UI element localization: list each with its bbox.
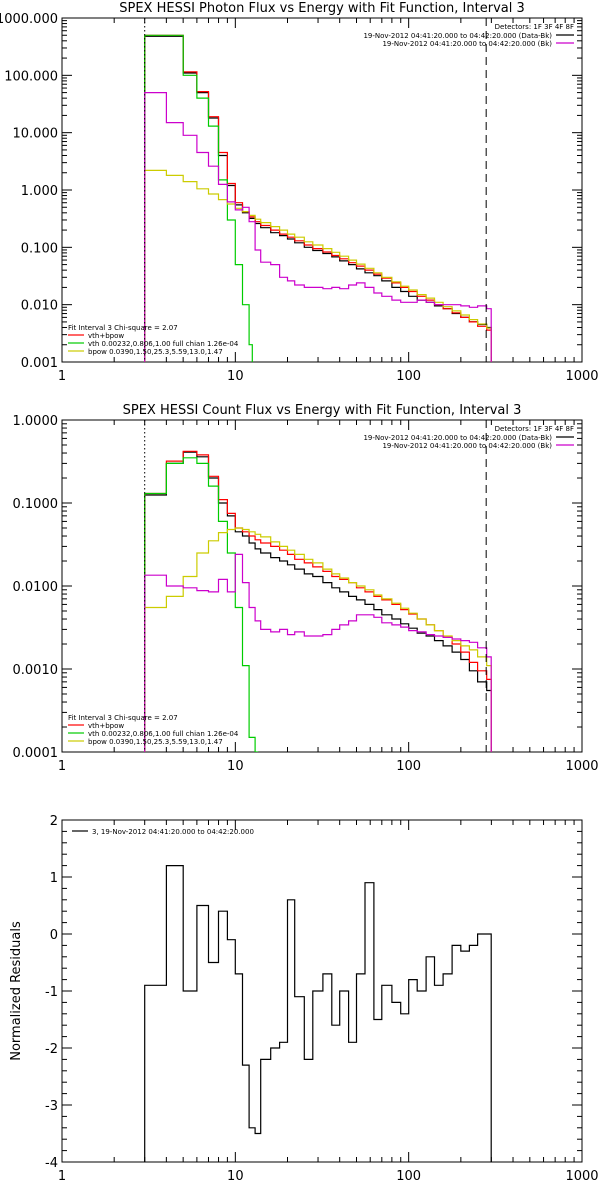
y-tick-label: 0.100: [21, 241, 58, 256]
x-tick-label: 100: [396, 759, 421, 774]
x-tick-label: 1000: [565, 369, 598, 384]
x-tick-label: 10: [227, 1169, 244, 1184]
chart-title: SPEX HESSI Count Flux vs Energy with Fit…: [123, 403, 522, 418]
series-1-line: [144, 451, 492, 752]
y-tick-label: -3: [45, 1099, 58, 1114]
y-tick-label: 0.0001: [13, 746, 59, 761]
legend-entry: 19-Nov-2012 04:41:20.000 to 04:42:20.000…: [363, 434, 552, 442]
y-tick-label: 0.0100: [13, 580, 59, 595]
y-tick-label: 0: [50, 928, 58, 943]
y-axis-label: Normalized Residuals: [9, 921, 24, 1061]
chart-2: SPEX HESSI Count Flux vs Energy with Fit…: [13, 403, 599, 774]
legend-entry: 19-Nov-2012 04:41:20.000 to 04:42:20.000…: [382, 40, 552, 48]
legend-entry: bpow 0.0390,1.50,25.3,5.59,13.0,1.47: [88, 348, 223, 356]
y-tick-label: 1000.000: [0, 12, 58, 27]
series-group: [144, 450, 492, 752]
plot-frame: [61, 17, 583, 363]
y-tick-label: -4: [45, 1156, 58, 1171]
legend-entry: vth+bpow: [88, 332, 124, 340]
x-tick-label: 100: [396, 1169, 421, 1184]
y-tick-label: 1: [50, 871, 58, 886]
series-4-line: [144, 527, 492, 752]
series-3-line: [144, 457, 259, 752]
y-tick-label: 0.1000: [13, 497, 59, 512]
series-2-line: [144, 450, 492, 752]
chart-title: SPEX HESSI Photon Flux vs Energy with Fi…: [119, 1, 525, 16]
chart-1: SPEX HESSI Photon Flux vs Energy with Fi…: [0, 1, 599, 384]
plot-frame: [61, 419, 583, 753]
y-tick-label: 1.000: [21, 184, 58, 199]
x-tick-label: 1: [58, 759, 66, 774]
legend-header: Detectors: 1F 3F 4F 8F: [495, 425, 574, 433]
series-4-line: [144, 169, 492, 362]
x-tick-label: 1: [58, 369, 66, 384]
y-tick-label: 0.0010: [13, 663, 59, 678]
series-5-line: [144, 92, 492, 362]
series-group: [144, 865, 492, 1162]
y-tick-label: 1.0000: [13, 414, 59, 429]
legend-entry: vth+bpow: [88, 722, 124, 730]
y-tick-label: -2: [45, 1042, 58, 1057]
legend-fit-header: Fit Interval 3 Chi-square = 2.07: [68, 714, 178, 722]
x-tick-label: 1: [58, 1169, 66, 1184]
legend-entry: 3, 19-Nov-2012 04:41:20.000 to 04:42:20.…: [92, 828, 254, 836]
x-tick-label: 10: [227, 369, 244, 384]
legend-entry: bpow 0.0390,1.50,25.3,5.59,13.0,1.47: [88, 738, 223, 746]
y-tick-label: 0.001: [21, 356, 58, 371]
legend-fit-header: Fit Interval 3 Chi-square = 2.07: [68, 324, 178, 332]
y-tick-label: 100.000: [4, 69, 58, 84]
series-3-line: [144, 34, 253, 362]
y-tick-label: -1: [45, 985, 58, 1000]
y-tick-label: 10.000: [13, 127, 59, 142]
legend-entry: 19-Nov-2012 04:41:20.000 to 04:42:20.000…: [363, 32, 552, 40]
legend-entry: 19-Nov-2012 04:41:20.000 to 04:42:20.000…: [382, 442, 552, 450]
series-5-line: [144, 553, 492, 752]
y-tick-label: 2: [50, 814, 58, 829]
x-tick-label: 10: [227, 759, 244, 774]
series-group: [144, 34, 492, 362]
legend-entry: vth 0.00232,0.806,1.00 full chian 1.26e-…: [88, 340, 239, 348]
x-tick-label: 100: [396, 369, 421, 384]
series-1-line: [144, 865, 492, 1162]
x-tick-label: 1000: [565, 1169, 598, 1184]
chart-3: Normalized Residuals 1 10 100 1000 -4 -3 -2 -1 0 1…: [9, 814, 599, 1184]
y-tick-label: 0.010: [21, 299, 58, 314]
x-tick-label: 1000: [565, 759, 598, 774]
legend-entry: vth 0.00232,0.806,1.00 full chian 1.26e-…: [88, 730, 239, 738]
legend-header: Detectors: 1F 3F 4F 8F: [495, 23, 574, 31]
